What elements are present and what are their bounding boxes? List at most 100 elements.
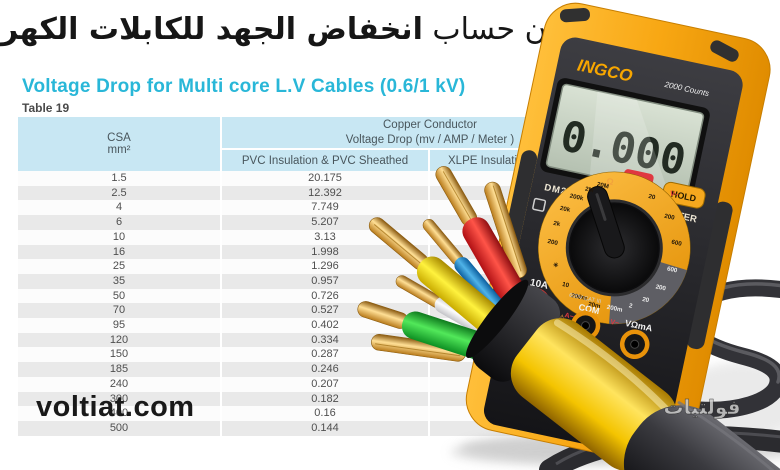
group-line2: Voltage Drop (mv / AMP / Meter ) — [345, 133, 515, 146]
cell-csa: 6 — [18, 215, 222, 230]
cell-xlpe — [430, 303, 638, 318]
cell-xlpe — [430, 245, 638, 260]
cell-xlpe: 0.185 — [520, 392, 548, 405]
table-row: 10 3.13 — [18, 229, 638, 245]
hold-button[interactable] — [661, 181, 706, 209]
cell-csa: 150 — [18, 347, 222, 363]
svg-text:200: 200 — [664, 213, 676, 222]
page-title: قانون حساب​ انخفاض الجهد للكابلات الكهرب… — [0, 12, 594, 47]
cell-xlpe: 0.163 — [520, 407, 548, 420]
cell-xlpe — [430, 362, 638, 377]
cell-pvc: 0.726 — [222, 288, 430, 304]
cell-csa: 25 — [18, 259, 222, 274]
cell-xlpe — [430, 347, 638, 362]
cell-csa: 1.5 — [18, 171, 222, 186]
cell-xlpe — [430, 230, 638, 245]
cell-xlpe: 0.145 — [520, 421, 548, 434]
cell-pvc: 0.16 — [222, 406, 430, 421]
table-header: CSA mm² Copper Conductor Voltage Drop (m… — [18, 117, 638, 171]
cell-pvc: 1.296 — [222, 259, 430, 274]
cell-csa: 10 — [18, 229, 222, 245]
cell-pvc: 0.527 — [222, 303, 430, 319]
right-grip — [686, 201, 733, 350]
table-row: 70 0.527 — [18, 303, 638, 319]
svg-text:600: 600 — [671, 239, 683, 248]
cell-pvc: 20.175 — [222, 171, 430, 186]
subtitle: Voltage Drop for Multi core L.V Cables (… — [22, 76, 466, 97]
svg-text:200: 200 — [655, 283, 667, 292]
cell-csa: 16 — [18, 244, 222, 260]
csa-unit: mm² — [107, 144, 131, 156]
cell-pvc: 0.334 — [222, 332, 430, 348]
table-row: 150 0.287 — [18, 347, 638, 363]
cell-xlpe: 13.1 — [523, 186, 545, 199]
table-row: 16 1.998 — [18, 244, 638, 260]
voltage-drop-table: CSA mm² Copper Conductor Voltage Drop (m… — [18, 117, 638, 436]
cell-pvc: 0.144 — [222, 420, 430, 436]
table-row: 35 0.957 — [18, 273, 638, 289]
title-part-bold: انخفاض الجهد للكابلات الكهربائية — [0, 12, 423, 47]
table-row: 25 1.296 — [18, 259, 638, 274]
table-row: 1.5 20.175 21.48 — [18, 171, 638, 186]
cell-csa: 2.5 — [18, 185, 222, 201]
cell-csa: 4 — [18, 200, 222, 216]
svg-text:20: 20 — [648, 193, 657, 201]
cell-xlpe — [430, 318, 638, 333]
cell-pvc: 12.392 — [222, 185, 430, 201]
table-number-label: Table 19 — [22, 101, 70, 115]
cell-xlpe — [430, 289, 638, 304]
cell-xlpe: 21.48 — [520, 172, 548, 184]
cell-xlpe — [430, 333, 638, 348]
cell-csa: 95 — [18, 318, 222, 333]
watermark-arabic: فولتيات — [663, 395, 740, 419]
cell-csa: 70 — [18, 303, 222, 319]
cell-pvc: 0.207 — [222, 376, 430, 392]
cell-xlpe — [430, 274, 638, 289]
table-row: 95 0.402 — [18, 318, 638, 333]
cell-xlpe — [430, 259, 638, 274]
col-header-xlpe: XLPE Insulation & PVC Sheathed — [430, 148, 638, 171]
table-row: 2.5 12.392 13.1 — [18, 185, 638, 201]
table-row: 4 7.749 8.2 — [18, 200, 638, 216]
cell-pvc: 0.957 — [222, 273, 430, 289]
cell-csa: 400 — [18, 406, 222, 421]
cell-csa: 35 — [18, 273, 222, 289]
col-header-copper-group: Copper Conductor Voltage Drop (mv / AMP … — [222, 117, 638, 148]
cell-pvc: 3.13 — [222, 229, 430, 245]
cell-xlpe: 0.212 — [520, 377, 548, 390]
cell-pvc: 7.749 — [222, 200, 430, 216]
cell-xlpe: 5 — [530, 216, 538, 229]
watermark-text: voltiat.com — [36, 391, 195, 423]
svg-text:600: 600 — [666, 265, 678, 274]
table-row: 50 0.726 — [18, 288, 638, 304]
cell-csa: 500 — [18, 420, 222, 436]
cell-pvc: 0.287 — [222, 347, 430, 363]
svg-text:20: 20 — [642, 296, 651, 304]
lcd-unit: V — [677, 183, 685, 193]
table-row: 120 0.334 — [18, 332, 638, 348]
brand-logo: INGCO — [576, 56, 634, 86]
csa-label: CSA — [107, 132, 131, 144]
col-header-pvc: PVC Insulation & PVC Sheathed — [222, 148, 430, 171]
svg-text:V~: V~ — [669, 190, 679, 199]
cell-xlpe: 8.2 — [526, 201, 542, 214]
table-row: 185 0.246 — [18, 362, 638, 377]
cell-pvc: 0.402 — [222, 318, 430, 333]
cell-csa: 300 — [18, 391, 222, 407]
cell-pvc: 1.998 — [222, 244, 430, 260]
group-line1: Copper Conductor — [383, 118, 477, 131]
cell-csa: 185 — [18, 362, 222, 377]
table-row: 240 0.207 0.212 — [18, 376, 638, 392]
cell-pvc: 0.182 — [222, 391, 430, 407]
cell-csa: 120 — [18, 332, 222, 348]
cell-csa: 50 — [18, 288, 222, 304]
cell-pvc: 5.207 — [222, 215, 430, 230]
hold-label: HOLD — [670, 189, 698, 204]
cell-pvc: 0.246 — [222, 362, 430, 377]
title-part-light: قانون حساب — [432, 12, 594, 47]
cell-csa: 240 — [18, 376, 222, 392]
table-row: 6 5.207 5 — [18, 215, 638, 230]
counts-label: 2000 Counts — [663, 80, 710, 98]
col-header-csa: CSA mm² — [18, 117, 222, 171]
